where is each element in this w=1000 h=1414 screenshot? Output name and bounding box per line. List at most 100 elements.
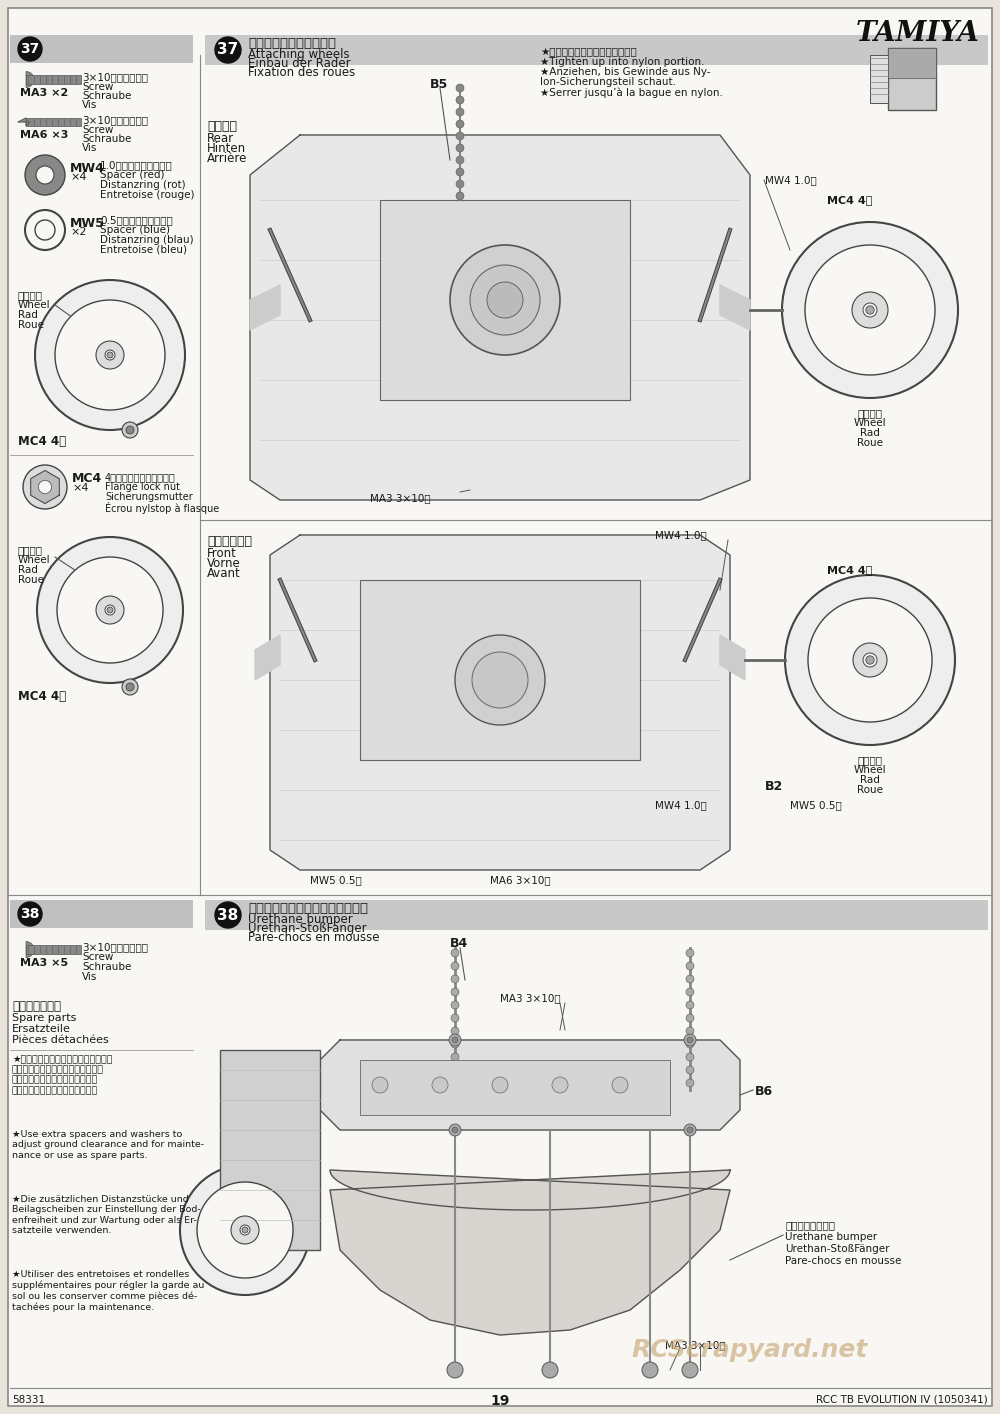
- Text: Urethane bumper: Urethane bumper: [785, 1232, 877, 1241]
- Circle shape: [456, 107, 464, 116]
- Circle shape: [552, 1077, 568, 1093]
- Text: Rad: Rad: [860, 428, 880, 438]
- Circle shape: [456, 120, 464, 129]
- Circle shape: [215, 37, 241, 64]
- Text: ★Use extra spacers and washers to
adjust ground clearance and for mainte-
nance : ★Use extra spacers and washers to adjust…: [12, 1130, 204, 1159]
- Circle shape: [126, 426, 134, 434]
- Circle shape: [863, 303, 877, 317]
- Text: 37: 37: [20, 42, 40, 57]
- Text: B4: B4: [450, 937, 468, 950]
- Text: Sicherungsmutter: Sicherungsmutter: [105, 492, 193, 502]
- Wedge shape: [26, 942, 34, 957]
- Circle shape: [122, 679, 138, 696]
- Text: MA3 ×5: MA3 ×5: [20, 959, 68, 969]
- Text: Spacer (red): Spacer (red): [100, 170, 164, 180]
- Text: Vis: Vis: [82, 143, 97, 153]
- Text: Fixation des roues: Fixation des roues: [248, 66, 355, 79]
- Circle shape: [451, 949, 459, 957]
- Text: Spare parts: Spare parts: [12, 1012, 76, 1022]
- Text: MC4 4㎜: MC4 4㎜: [18, 690, 66, 703]
- Circle shape: [470, 264, 540, 335]
- Circle shape: [785, 575, 955, 745]
- Circle shape: [782, 222, 958, 397]
- Bar: [10, 35, 193, 64]
- Text: MW5 0.5㎜: MW5 0.5㎜: [790, 800, 842, 810]
- Circle shape: [487, 281, 523, 318]
- Circle shape: [472, 652, 528, 708]
- Text: Distanzring (blau): Distanzring (blau): [100, 235, 194, 245]
- Text: MC4 4㎜: MC4 4㎜: [827, 195, 873, 205]
- Text: Pare-chocs en mousse: Pare-chocs en mousse: [248, 930, 380, 945]
- Text: ★Die zusätzlichen Distanzstücke und
Beilagscheiben zur Einstellung der Bod-
enfr: ★Die zusätzlichen Distanzstücke und Beil…: [12, 1195, 201, 1236]
- Circle shape: [866, 656, 874, 665]
- Text: lon-Sicherungsteil schaut.: lon-Sicherungsteil schaut.: [540, 76, 676, 88]
- Circle shape: [456, 180, 464, 188]
- Bar: [220, 1051, 320, 1250]
- Circle shape: [456, 144, 464, 151]
- Circle shape: [686, 1079, 694, 1087]
- Text: Arrière: Arrière: [207, 151, 247, 165]
- Text: 3×10㎜六角丸ビス: 3×10㎜六角丸ビス: [82, 72, 148, 82]
- Circle shape: [449, 1124, 461, 1135]
- Circle shape: [96, 341, 124, 369]
- Circle shape: [686, 962, 694, 970]
- Polygon shape: [720, 286, 750, 329]
- Circle shape: [456, 168, 464, 175]
- Text: Pare-chocs en mousse: Pare-chocs en mousse: [785, 1256, 901, 1266]
- Polygon shape: [250, 134, 750, 501]
- Text: 38: 38: [20, 906, 40, 921]
- Text: ホイール: ホイール: [18, 544, 43, 556]
- Circle shape: [215, 902, 241, 928]
- Circle shape: [451, 1066, 459, 1075]
- Text: MC4 4㎜: MC4 4㎜: [827, 566, 873, 575]
- Text: Einbau der Räder: Einbau der Räder: [248, 57, 351, 71]
- Text: Avant: Avant: [207, 567, 241, 580]
- Circle shape: [866, 305, 874, 314]
- Circle shape: [612, 1077, 628, 1093]
- Circle shape: [180, 1165, 310, 1295]
- Bar: [205, 35, 988, 65]
- Circle shape: [451, 1001, 459, 1010]
- Text: Vis: Vis: [82, 100, 97, 110]
- Polygon shape: [270, 534, 730, 870]
- Text: Roue: Roue: [18, 575, 44, 585]
- Circle shape: [107, 607, 113, 614]
- Circle shape: [686, 1053, 694, 1060]
- Text: Ersatzteile: Ersatzteile: [12, 1024, 71, 1034]
- Circle shape: [451, 962, 459, 970]
- Circle shape: [57, 557, 163, 663]
- Circle shape: [451, 1041, 459, 1048]
- Circle shape: [451, 976, 459, 983]
- Text: Urethan-StoßFänger: Urethan-StoßFänger: [785, 1244, 890, 1254]
- Text: Schraube: Schraube: [82, 134, 131, 144]
- Circle shape: [686, 1001, 694, 1010]
- Text: MW5: MW5: [70, 216, 105, 230]
- Circle shape: [55, 300, 165, 410]
- Circle shape: [35, 221, 55, 240]
- Circle shape: [105, 351, 115, 361]
- Circle shape: [197, 1182, 293, 1278]
- Text: 58331: 58331: [12, 1396, 45, 1406]
- Circle shape: [242, 1227, 248, 1233]
- Text: 3×10㎜六角皿ビス: 3×10㎜六角皿ビス: [82, 115, 148, 124]
- Bar: [360, 1060, 670, 1116]
- Text: Rad: Rad: [18, 310, 38, 320]
- Circle shape: [686, 988, 694, 995]
- Text: MA6 ×3: MA6 ×3: [20, 130, 68, 140]
- Text: B2: B2: [765, 781, 783, 793]
- Text: MW4 1.0㎜: MW4 1.0㎜: [765, 175, 817, 185]
- Circle shape: [451, 1014, 459, 1022]
- Polygon shape: [320, 1041, 740, 1130]
- Text: Wheel: Wheel: [854, 765, 886, 775]
- Text: Roue: Roue: [857, 785, 883, 795]
- Circle shape: [451, 988, 459, 995]
- Circle shape: [853, 643, 887, 677]
- Circle shape: [105, 605, 115, 615]
- Text: Distanzring (rot): Distanzring (rot): [100, 180, 186, 189]
- Text: Roue: Roue: [857, 438, 883, 448]
- Circle shape: [492, 1077, 508, 1093]
- Bar: [26, 75, 81, 83]
- Circle shape: [808, 598, 932, 723]
- Text: Schraube: Schraube: [82, 962, 131, 971]
- Text: MA3 3×10㎜: MA3 3×10㎜: [665, 1340, 726, 1350]
